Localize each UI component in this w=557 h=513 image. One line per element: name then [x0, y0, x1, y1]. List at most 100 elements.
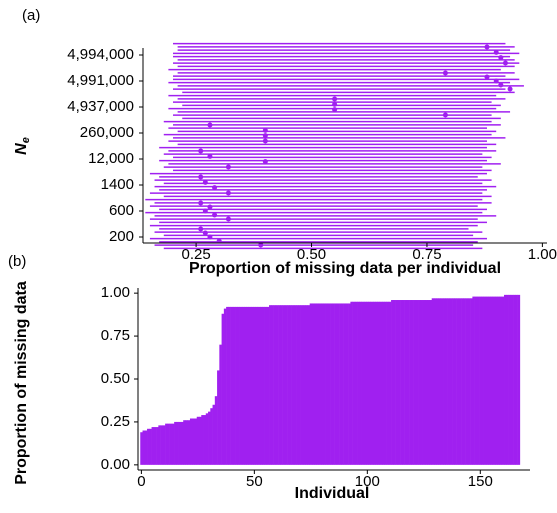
y-tick-label: 4,937,000: [67, 98, 134, 115]
bar: [171, 423, 175, 465]
bar: [481, 296, 484, 465]
bar: [214, 396, 218, 465]
bar: [413, 300, 417, 465]
point: [262, 127, 268, 133]
bar: [465, 298, 469, 465]
bar: [379, 301, 383, 465]
bar: [221, 313, 225, 465]
bar: [386, 301, 390, 465]
bar: [232, 306, 236, 465]
bar: [418, 300, 421, 465]
bar: [388, 301, 392, 465]
point: [507, 86, 513, 92]
point: [502, 60, 508, 66]
point: [198, 148, 204, 154]
bar: [433, 298, 437, 465]
bar: [454, 298, 457, 465]
bar: [461, 298, 464, 465]
bar: [203, 415, 207, 465]
bar: [431, 298, 435, 465]
bar: [476, 296, 480, 465]
bar: [352, 301, 356, 465]
bar: [208, 411, 211, 465]
point: [258, 242, 264, 248]
bar: [436, 298, 439, 465]
point: [332, 107, 338, 113]
bar: [167, 423, 170, 465]
bar: [325, 303, 329, 465]
bar: [366, 301, 369, 465]
bar: [248, 306, 252, 465]
bar: [273, 305, 277, 465]
bar: [327, 303, 331, 465]
bar: [296, 305, 299, 465]
bar: [357, 301, 360, 465]
point: [212, 212, 218, 218]
bar: [334, 303, 338, 465]
bar: [255, 306, 259, 465]
x-tick-label: 0.50: [297, 246, 326, 263]
bar: [438, 298, 442, 465]
bar: [142, 430, 146, 465]
bar: [230, 306, 234, 465]
bar: [517, 294, 521, 465]
bar: [508, 294, 512, 465]
bar: [289, 305, 292, 465]
bar: [510, 294, 514, 465]
panel-label: (b): [8, 253, 26, 270]
bar: [307, 305, 311, 465]
y-tick-label: 1.00: [101, 284, 130, 301]
bar: [189, 418, 193, 465]
bar: [330, 303, 333, 465]
bar: [397, 300, 401, 465]
bar: [361, 301, 365, 465]
bar: [275, 305, 279, 465]
bar: [339, 303, 342, 465]
bar: [400, 300, 403, 465]
bar: [217, 370, 220, 465]
bar: [415, 300, 419, 465]
bar: [192, 418, 195, 465]
bar: [348, 303, 351, 465]
bar: [472, 296, 475, 465]
bar: [343, 303, 347, 465]
bar: [165, 423, 168, 465]
bar: [368, 301, 372, 465]
bar: [149, 428, 152, 465]
bar: [250, 306, 254, 465]
bar: [391, 300, 394, 465]
bar: [287, 305, 290, 465]
bar: [293, 305, 297, 465]
bar: [323, 303, 326, 465]
bar: [300, 305, 304, 465]
bar: [235, 306, 238, 465]
bar: [178, 421, 182, 465]
point: [262, 159, 268, 165]
bar: [196, 416, 200, 465]
bar: [278, 305, 281, 465]
bar: [246, 306, 250, 465]
bar: [271, 305, 274, 465]
bar: [483, 296, 487, 465]
bar: [447, 298, 451, 465]
y-tick-label: 4,994,000: [67, 46, 134, 63]
point: [198, 200, 204, 206]
y-tick-label: 0.00: [101, 456, 130, 473]
bar: [187, 420, 191, 465]
bar: [264, 306, 268, 465]
bar: [452, 298, 455, 465]
bar: [501, 296, 505, 465]
y-tick-label: 0.25: [101, 413, 130, 430]
point: [442, 112, 448, 118]
bar: [260, 306, 263, 465]
point: [332, 96, 338, 102]
bar: [485, 296, 489, 465]
point: [493, 49, 499, 55]
bar: [284, 305, 288, 465]
y-tick-label: 1400: [101, 176, 134, 193]
bar: [309, 303, 313, 465]
bar: [490, 296, 494, 465]
x-tick-label: 100: [355, 473, 380, 490]
bar: [311, 303, 315, 465]
bar: [420, 300, 423, 465]
